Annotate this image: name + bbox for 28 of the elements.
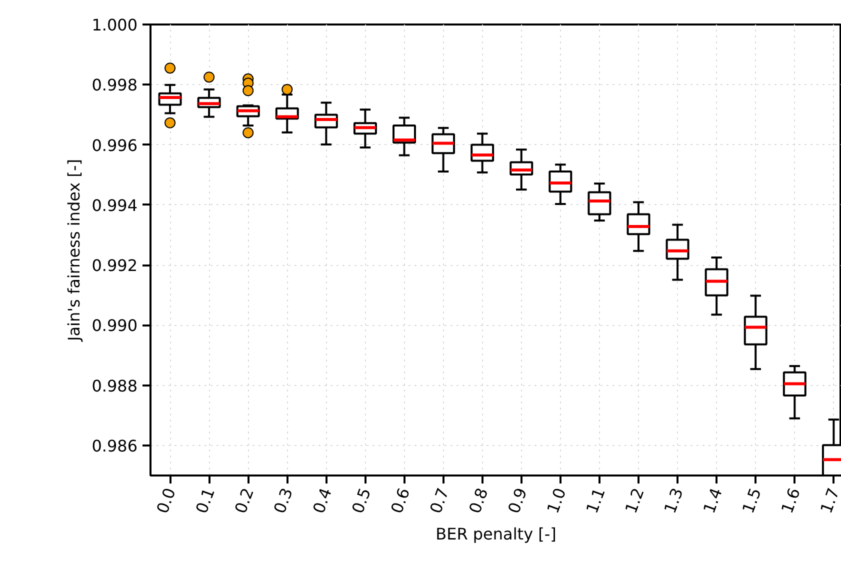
y-tick-label: 0.998 <box>92 76 138 95</box>
x-tick-label: 1.6 <box>777 485 804 516</box>
y-tick-label: 0.996 <box>92 136 138 155</box>
y-tick-label: 0.986 <box>92 436 138 456</box>
x-axis-title: BER penalty [-] <box>436 524 556 544</box>
x-tick-label: 0.9 <box>504 485 531 516</box>
x-tick-label: 1.5 <box>738 485 766 516</box>
y-tick-label: 0.994 <box>92 196 138 215</box>
x-tick-label: 1.0 <box>543 485 570 516</box>
x-tick-label: 0.8 <box>465 485 492 516</box>
y-tick-label: 0.990 <box>92 316 138 336</box>
x-tick-label: 1.1 <box>582 485 609 516</box>
y-tick-label: 1.000 <box>92 16 138 34</box>
x-tick-label: 0.5 <box>348 485 375 516</box>
x-tick-label: 0.3 <box>270 485 297 516</box>
y-tick-label: 0.992 <box>92 256 138 276</box>
x-tick-label: 1.4 <box>699 485 726 516</box>
x-tick-label: 1.2 <box>621 485 648 516</box>
x-tick-label: 0.1 <box>192 485 218 516</box>
y-tick-label: 0.988 <box>92 376 138 396</box>
x-tick-label: 0.2 <box>230 485 258 516</box>
x-tick-label: 0.7 <box>426 485 453 516</box>
x-tick-label: 0.6 <box>387 485 414 516</box>
x-tick-label: 0.0 <box>152 485 180 516</box>
y-axis-title: Jain's fairness index [-] <box>64 159 84 342</box>
x-tick-label: 1.7 <box>816 485 841 516</box>
x-tick-label: 1.3 <box>660 485 687 516</box>
x-tick-label: 0.4 <box>308 485 336 516</box>
